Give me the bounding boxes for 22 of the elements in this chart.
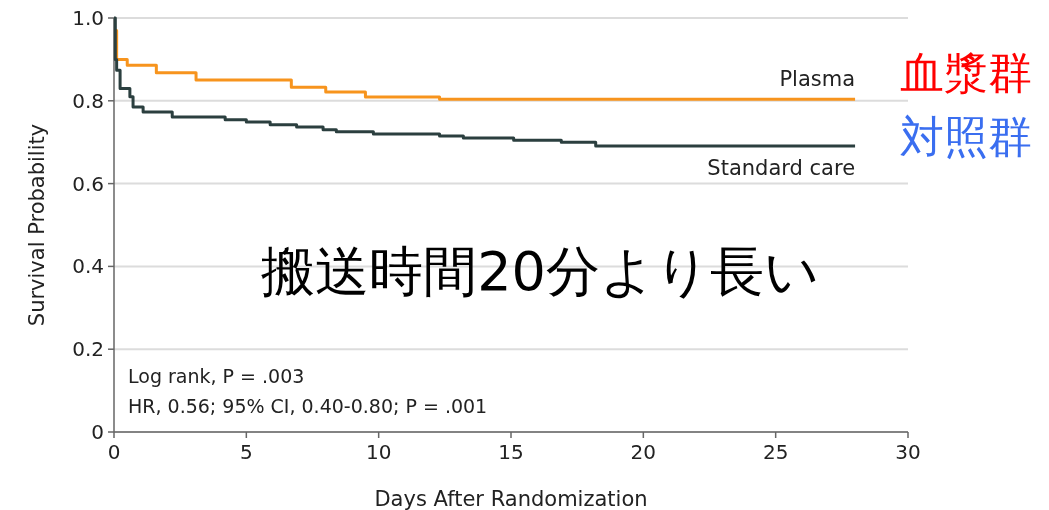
series-label: Standard care: [707, 155, 856, 180]
x-tick-label: 20: [630, 440, 657, 464]
y-tick-label: 0.8: [72, 88, 104, 113]
x-tick-label: 5: [239, 440, 253, 464]
annotation: Log rank, P = .003: [128, 365, 305, 387]
annotation: 血漿群: [900, 47, 1032, 98]
annotation: 対照群: [900, 111, 1032, 162]
y-tick-label: 0: [91, 420, 104, 444]
x-tick-label: 30: [895, 440, 921, 464]
x-tick-label: 15: [498, 440, 524, 464]
x-tick-label: 0: [107, 440, 121, 464]
annotation: 搬送時間20分より長い: [261, 240, 819, 303]
annotation: HR, 0.56; 95% CI, 0.40-0.80; P = .001: [128, 395, 488, 417]
y-axis-title: Survival Probability: [25, 123, 49, 327]
y-tick-label: 0.2: [72, 337, 104, 362]
x-tick-label: 25: [762, 440, 789, 464]
y-tick-label: 0.6: [72, 171, 104, 196]
x-tick-label: 10: [365, 440, 392, 464]
series-label: Plasma: [779, 67, 856, 92]
x-axis-title: Days After Randomization: [374, 487, 648, 510]
y-tick-label: 0.4: [72, 254, 104, 279]
y-tick-label: 1.0: [72, 6, 104, 30]
